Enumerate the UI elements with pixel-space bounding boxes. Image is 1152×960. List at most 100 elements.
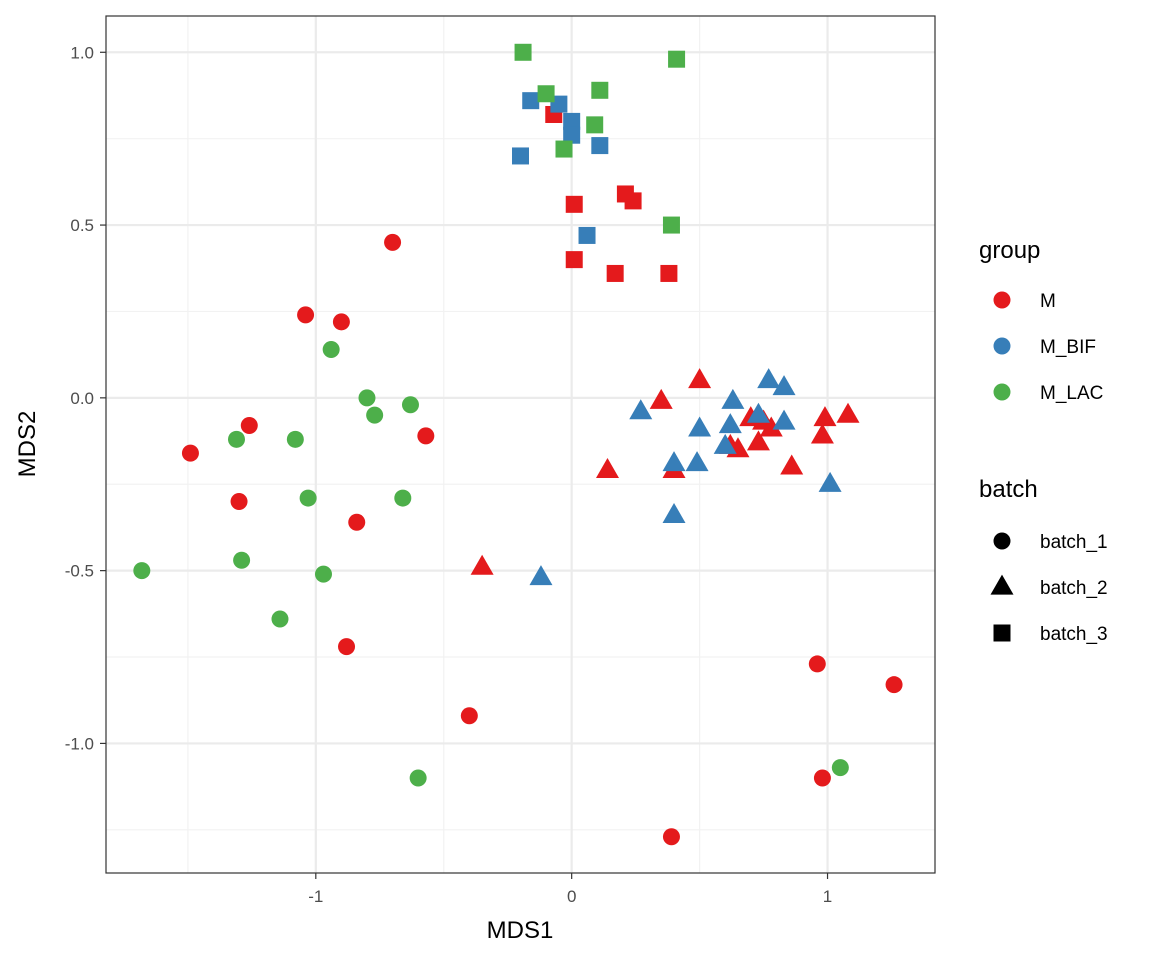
data-point-m-batch-3 <box>624 192 642 210</box>
y-axis-title: MDS2 <box>14 411 41 478</box>
legend-key-m-bif <box>993 337 1011 355</box>
legend-group: group M M_BIF M_LAC <box>979 237 1103 404</box>
data-point-m-lac-batch-3 <box>586 116 604 134</box>
data-point-m-batch-3 <box>565 251 583 269</box>
legend-key-batch-1 <box>993 532 1011 550</box>
x-axis-title: MDS1 <box>487 917 554 944</box>
data-point-m-batch-2 <box>836 402 860 423</box>
major-gridlines <box>106 16 935 873</box>
data-point-m-batch-1 <box>460 707 478 725</box>
data-point-m-bif-batch-2 <box>772 409 796 430</box>
data-point-m-lac-batch-1 <box>299 489 317 507</box>
data-point-m-bif-batch-2 <box>685 451 709 472</box>
y-tick-label: 0.5 <box>70 216 94 235</box>
y-axis: -1.0 -0.5 0.0 0.5 1.0 <box>65 43 106 753</box>
data-point-m-lac-batch-3 <box>668 50 686 68</box>
data-point-m-lac-batch-1 <box>314 565 332 583</box>
x-axis: -1 0 1 <box>308 873 832 906</box>
data-point-m-batch-2 <box>649 388 673 409</box>
legend-key-m-lac <box>993 383 1011 401</box>
data-point-m-bif-batch-3 <box>512 147 529 165</box>
data-point-m-bif-batch-3 <box>522 92 540 110</box>
data-point-m-batch-1 <box>348 513 366 531</box>
data-point-m-batch-1 <box>384 233 402 251</box>
data-point-m-batch-2 <box>780 454 804 475</box>
legend-label-batch-3: batch_3 <box>1040 624 1108 645</box>
legend-group-title: group <box>979 237 1040 264</box>
data-point-m-lac-batch-1 <box>409 769 427 787</box>
data-point-m-lac-batch-1 <box>394 489 412 507</box>
data-point-m-lac-batch-3 <box>514 43 532 61</box>
data-point-m-bif-batch-2 <box>721 388 745 409</box>
legend-label-m-bif: M_BIF <box>1040 337 1096 358</box>
x-tick-label: 1 <box>823 887 832 906</box>
data-point-m-batch-1 <box>808 655 826 673</box>
data-point-m-bif-batch-2 <box>718 413 742 434</box>
legend-batch: batch batch_1 batch_2 batch_3 <box>979 476 1108 645</box>
data-point-m-lac-batch-3 <box>537 85 555 103</box>
data-point-m-batch-1 <box>338 638 356 656</box>
legend-key-batch-3 <box>993 624 1011 642</box>
data-point-m-batch-1 <box>181 444 199 462</box>
data-point-m-batch-1 <box>332 313 350 331</box>
data-point-m-batch-3 <box>565 195 583 213</box>
data-point-m-bif-batch-2 <box>772 375 796 396</box>
data-point-m-bif-batch-2 <box>629 399 653 420</box>
data-point-m-batch-1 <box>885 676 903 694</box>
data-point-m-bif-batch-3 <box>550 95 568 113</box>
panel-border <box>105 15 936 874</box>
legend-key-m <box>993 291 1011 309</box>
y-tick-label: -0.5 <box>65 562 94 581</box>
data-point-m-bif-batch-2 <box>688 416 712 437</box>
data-point-m-lac-batch-1 <box>227 430 245 448</box>
data-point-m-bif-batch-2 <box>529 565 553 586</box>
legend-key-batch-2 <box>990 574 1014 595</box>
data-point-m-lac-batch-1 <box>358 389 376 407</box>
data-point-m-bif-batch-2 <box>662 451 686 472</box>
data-point-m-bif-batch-2 <box>746 402 770 423</box>
data-point-m-lac-batch-3 <box>591 81 609 99</box>
data-point-m-lac-batch-1 <box>271 610 289 628</box>
data-point-m-lac-batch-1 <box>401 396 419 414</box>
data-point-m-batch-2 <box>746 430 770 451</box>
y-tick-label: 1.0 <box>70 43 94 62</box>
data-point-m-lac-batch-1 <box>366 406 384 424</box>
x-tick-label: -1 <box>308 887 323 906</box>
y-tick-label: -1.0 <box>65 734 94 753</box>
data-point-m-batch-2 <box>688 368 712 389</box>
data-point-m-batch-2 <box>759 416 783 437</box>
data-point-m-lac-batch-1 <box>831 759 849 777</box>
data-point-m-lac-batch-3 <box>662 216 680 234</box>
data-point-m-bif-batch-2 <box>713 433 737 454</box>
data-point-m-bif-batch-3 <box>578 226 596 244</box>
data-point-m-batch-2 <box>810 423 834 444</box>
plot-panel <box>105 15 936 874</box>
legend-label-m: M <box>1040 291 1056 312</box>
data-point-m-batch-1 <box>813 769 831 787</box>
data-point-m-batch-1 <box>230 493 248 511</box>
legend-label-m-lac: M_LAC <box>1040 383 1103 404</box>
legend-batch-title: batch <box>979 476 1038 503</box>
y-tick-label: 0.0 <box>70 389 94 408</box>
data-point-m-lac-batch-3 <box>555 140 573 158</box>
data-point-m-bif-batch-2 <box>757 368 781 389</box>
data-point-m-lac-batch-1 <box>322 340 340 358</box>
data-point-m-bif-batch-2 <box>662 502 686 523</box>
data-point-m-batch-1 <box>297 306 315 324</box>
data-point-m-bif-batch-3 <box>591 137 609 155</box>
data-point-m-batch-2 <box>813 406 837 427</box>
data-point-m-lac-batch-1 <box>233 551 251 569</box>
data-point-m-batch-1 <box>240 416 258 434</box>
data-point-m-batch-1 <box>662 828 680 846</box>
data-points <box>133 43 903 846</box>
legend-label-batch-2: batch_2 <box>1040 578 1108 599</box>
minor-gridlines <box>106 16 935 873</box>
data-point-m-bif-batch-3 <box>563 112 581 130</box>
data-point-m-batch-1 <box>417 427 435 445</box>
data-point-m-bif-batch-2 <box>818 471 842 492</box>
x-tick-label: 0 <box>567 887 576 906</box>
data-point-m-bif-batch-3 <box>563 126 581 144</box>
data-point-m-batch-2 <box>595 458 619 479</box>
data-point-m-batch-2 <box>470 554 494 575</box>
